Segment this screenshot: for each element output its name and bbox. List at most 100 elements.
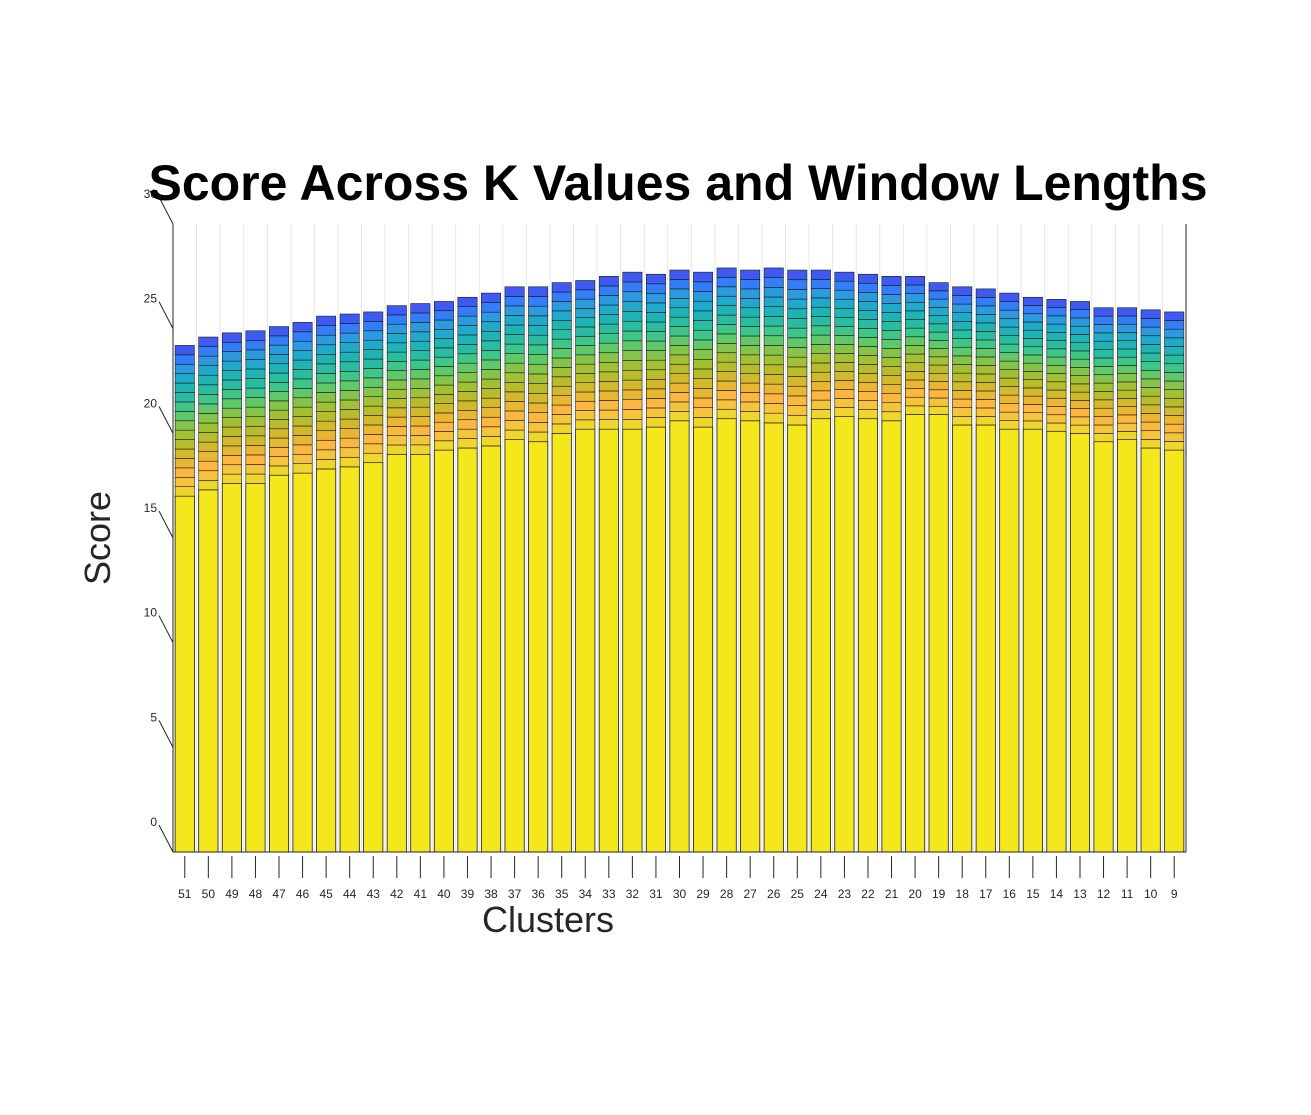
y-tick <box>158 720 174 748</box>
bar-segment <box>1070 383 1090 393</box>
bar-segment <box>763 364 784 375</box>
bar-segment <box>598 314 619 325</box>
bar-segment <box>528 422 549 433</box>
bar-segment <box>481 330 501 342</box>
bar-segment <box>481 416 501 428</box>
bar-segment <box>645 398 666 409</box>
bar-segment <box>198 470 219 481</box>
bar-segment <box>528 383 549 394</box>
bar-segment <box>1022 321 1043 331</box>
bar-segment <box>245 454 266 465</box>
bar-segment <box>787 405 808 416</box>
x-tick-label: 36 <box>531 887 545 901</box>
bar-segment <box>999 335 1020 345</box>
bar-segment <box>716 305 737 316</box>
bar-segment <box>669 279 690 290</box>
bar-segment <box>410 359 431 370</box>
bar-segment <box>1164 363 1185 373</box>
bar-segment <box>221 360 242 371</box>
bar-segment <box>457 438 478 449</box>
bar-segment <box>575 363 596 374</box>
bar-segment <box>316 420 337 432</box>
bar-segment <box>528 325 549 336</box>
bar-segment <box>245 330 266 341</box>
bar-segment <box>669 288 690 299</box>
bar-25 <box>787 269 808 853</box>
bar-segment <box>174 486 195 497</box>
bar-segment <box>410 340 431 351</box>
bar-segment <box>693 397 714 408</box>
bar-segment <box>858 282 878 293</box>
x-tick-label: 25 <box>791 887 805 901</box>
bar-segment <box>245 368 266 379</box>
bar-segment <box>834 316 855 327</box>
bar-segment <box>480 445 502 853</box>
bar-segment <box>1164 354 1185 365</box>
bar-segment <box>622 330 643 342</box>
bar-segment <box>1140 421 1161 432</box>
bar-segment <box>1093 307 1114 317</box>
y-tick-label: 5 <box>150 710 157 724</box>
bar-segment <box>433 329 454 339</box>
bar-segment <box>622 320 643 332</box>
bar-segment <box>221 464 242 475</box>
bar-29 <box>692 271 714 853</box>
bar-segment <box>975 390 996 400</box>
bar-segment <box>551 385 572 396</box>
bar-segment <box>1140 404 1161 414</box>
bar-segment <box>1140 439 1161 449</box>
bar-segment <box>316 382 337 393</box>
bar-segment <box>834 362 855 372</box>
bar-segment <box>881 393 902 404</box>
bar-segment <box>363 434 384 445</box>
bar-segment <box>1140 387 1161 397</box>
bar-segment <box>1022 371 1043 380</box>
bar-segment <box>198 451 219 462</box>
bar-segment <box>1093 324 1114 334</box>
bar-segment <box>1117 315 1138 325</box>
x-tick-label: 29 <box>696 887 710 901</box>
bar-segment <box>1164 337 1185 347</box>
bar-9 <box>1164 311 1185 853</box>
bar-segment <box>221 389 242 400</box>
bar-segment <box>316 449 337 460</box>
bar-segment <box>269 456 289 467</box>
x-tick-label: 23 <box>838 887 852 901</box>
bar-segment <box>787 356 808 368</box>
bar-segment <box>881 285 902 295</box>
bar-segment <box>174 420 195 431</box>
bar-segment <box>834 280 855 291</box>
bar-segment <box>221 351 242 362</box>
bar-segment <box>1070 424 1090 434</box>
bar-26 <box>763 267 784 853</box>
bar-segment <box>787 424 808 853</box>
x-axis-label: Clusters <box>482 899 614 940</box>
bar-segment <box>528 344 549 355</box>
x-tick-label: 47 <box>272 887 286 901</box>
bar-segment <box>763 267 784 278</box>
x-tick-label: 40 <box>437 887 451 901</box>
bar-segment <box>693 320 714 331</box>
bar-segment <box>622 419 643 430</box>
bar-segment <box>1164 328 1185 339</box>
bar-segment <box>1117 406 1138 416</box>
bar-segment <box>292 350 313 361</box>
bar-segment <box>881 357 902 367</box>
bar-21 <box>881 276 902 853</box>
bar-segment <box>410 453 431 853</box>
bars <box>174 267 1185 853</box>
bar-segment <box>952 416 973 426</box>
bar-segment <box>316 439 337 451</box>
bar-segment <box>457 296 478 307</box>
bar-segment <box>433 319 454 330</box>
bar-segment <box>810 362 831 373</box>
bar-segment <box>1022 296 1043 306</box>
x-tick-label: 9 <box>1171 887 1178 901</box>
bar-segment <box>1070 358 1090 368</box>
bar-segment <box>622 291 643 302</box>
bar-segment <box>363 396 384 407</box>
x-tick-label: 45 <box>319 887 333 901</box>
bar-segment <box>221 407 242 418</box>
bar-segment <box>339 428 360 439</box>
bar-44 <box>339 313 360 853</box>
